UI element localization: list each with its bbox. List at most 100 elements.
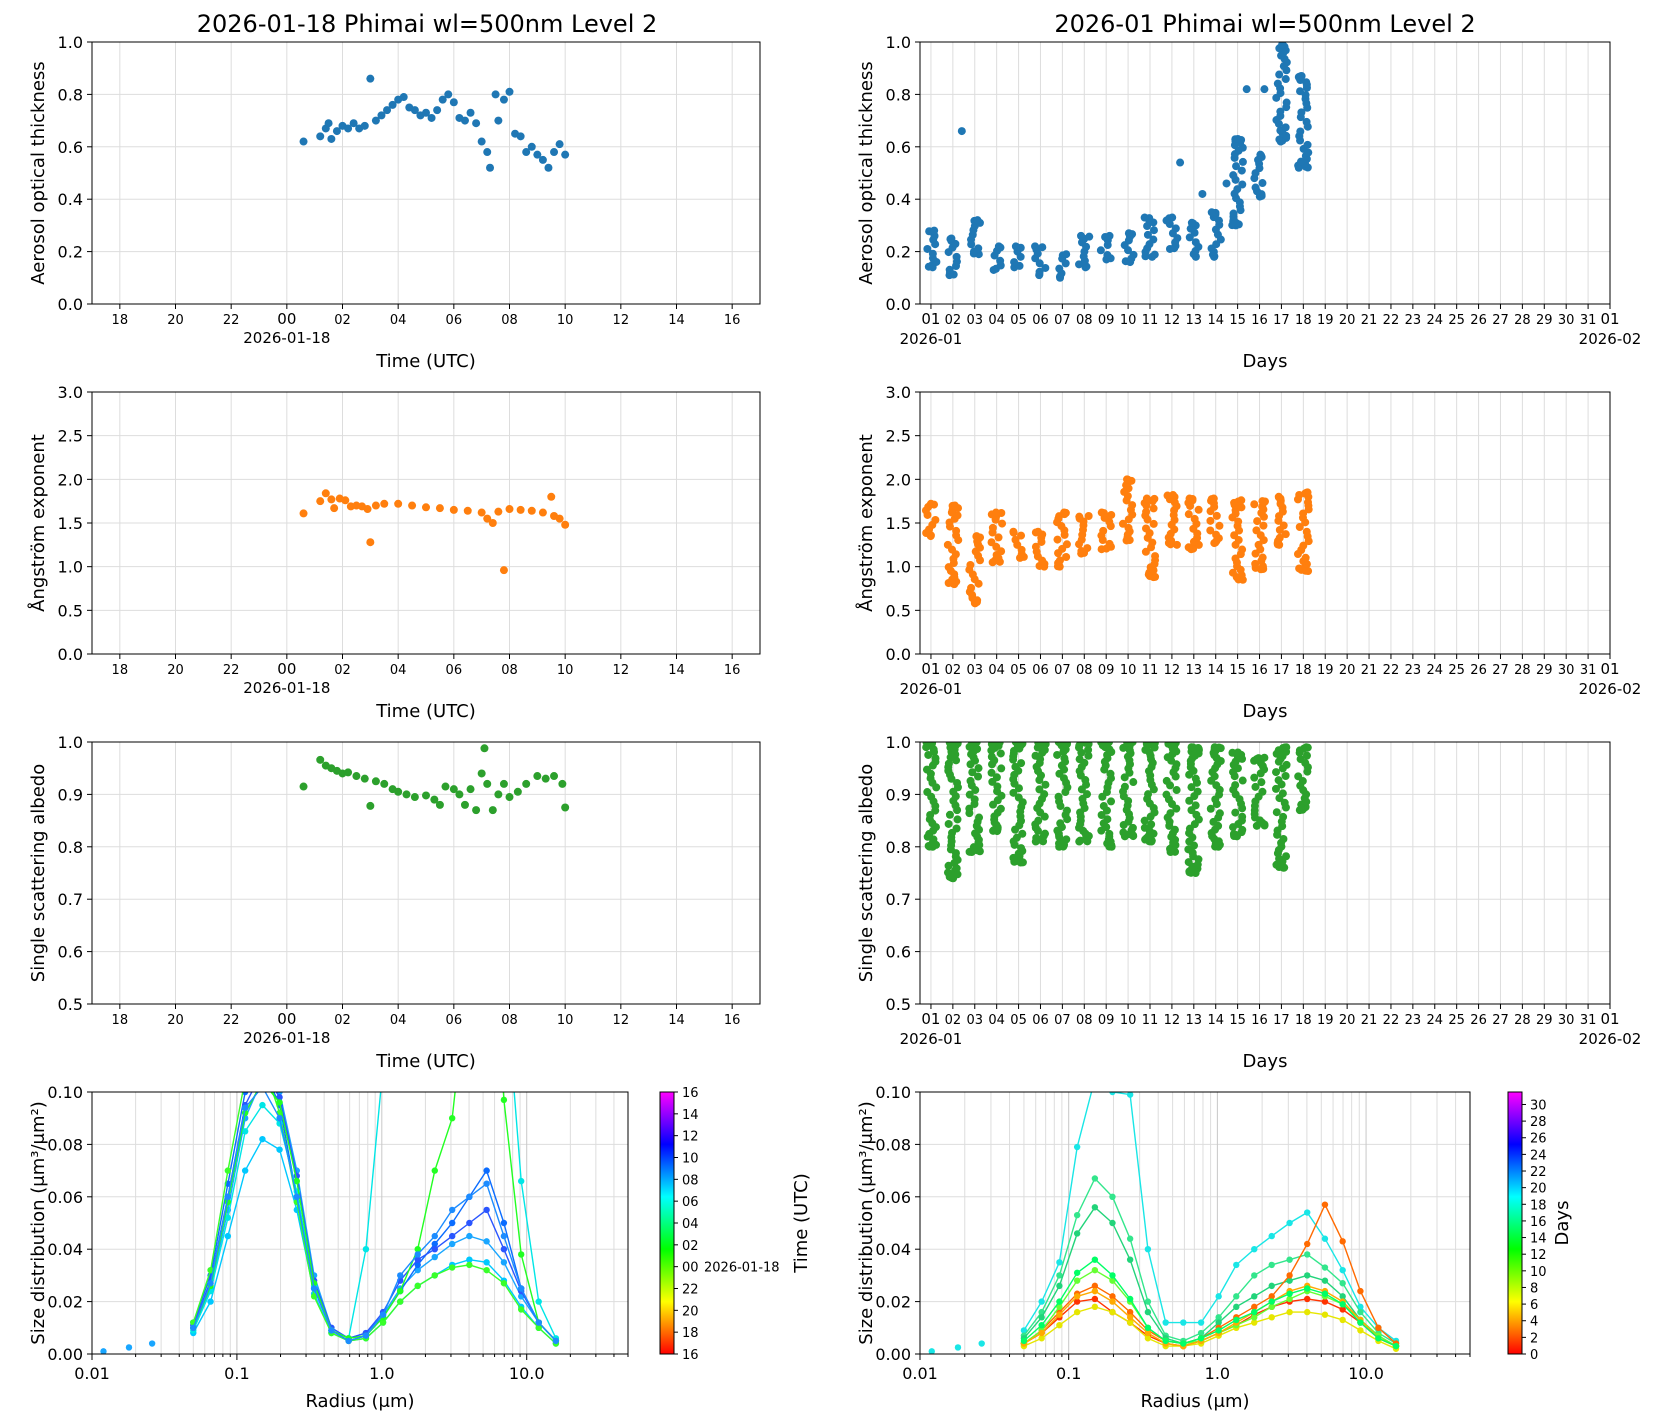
data-point [1281,75,1290,84]
data-point [1169,742,1178,746]
series-point [241,1092,249,1096]
data-point [1168,213,1177,222]
series-point [1038,1321,1045,1329]
data-point [1099,526,1108,535]
data-point [352,772,361,781]
data-point [494,507,503,516]
data-point [1107,510,1116,519]
data-point [1124,523,1133,532]
series-point [259,1135,266,1143]
data-point [1184,543,1193,552]
series-point [1144,1335,1152,1342]
data-point [1014,793,1023,802]
data-point [435,800,444,809]
series-point [1073,1143,1081,1151]
axes-frame [91,1091,629,1355]
series-line [1023,1258,1397,1347]
x-tick-label: 04 [988,1013,1005,1028]
data-point [922,765,931,774]
y-tick-label: 0.2 [58,243,83,262]
series-point [1126,1314,1134,1321]
data-point [1149,504,1158,513]
colorbar-label: Time (UTC) [791,1173,812,1274]
data-point [1274,776,1283,785]
series-point [1091,1204,1099,1211]
colorbar-tick-label: 18 [682,1326,699,1341]
x-tick-label: 29 [1536,1013,1553,1028]
series-point [1126,1256,1134,1263]
data-point [1142,494,1151,503]
colorbar-tick-label: 16 [1530,1215,1547,1230]
data-point [463,506,472,515]
series-point [1197,1335,1205,1342]
data-point [1233,748,1242,757]
x-tick-label: 04 [390,663,407,678]
colorbar-tick-label: 22 [1530,1165,1547,1180]
series-point [1268,1261,1275,1269]
series-point [1144,1246,1152,1253]
x-date-label: 2026-01 [900,1030,963,1048]
plot-area [299,74,570,172]
data-point [360,121,369,130]
data-point [1106,769,1115,778]
x-tick-label: 17 [1273,1013,1290,1028]
data-point [1279,834,1288,843]
y-tick-label: 0.10 [47,1083,83,1102]
series-point [483,827,489,833]
plot-area [299,744,570,815]
data-point [438,95,447,104]
data-point [1185,796,1194,805]
data-point [533,772,542,781]
x-tick-label: 24 [1426,313,1443,328]
series-point [1162,1337,1169,1345]
y-tick-label: 0.10 [875,1083,911,1102]
data-point [1302,743,1311,752]
data-point [1302,117,1311,126]
data-point [1140,823,1149,832]
series-point [259,1101,266,1109]
x-tick-label: 18 [1295,663,1312,678]
series-point [1197,1319,1205,1326]
data-point [402,790,411,799]
data-point [480,744,489,753]
data-point [1063,742,1072,748]
y-tick-label: 0.02 [875,1293,911,1312]
series-point [978,1340,985,1347]
series-point [552,1337,560,1345]
data-point [1210,743,1219,752]
data-point [952,824,961,833]
data-point [1258,787,1267,796]
data-point [1238,825,1247,834]
data-point [1097,508,1106,517]
data-point [950,501,959,510]
x-tick-label: 04 [390,313,407,328]
data-point [1212,511,1221,520]
y-tick-label: 1.0 [58,733,83,752]
x-tick-label: 30 [1558,313,1575,328]
x-tick-label: 10 [557,313,574,328]
series-point [293,1193,300,1201]
data-point [997,764,1006,773]
series-point [500,1246,508,1253]
data-point [366,74,375,83]
data-point [975,813,984,822]
series-point [1020,1337,1028,1345]
data-point [380,779,389,788]
data-point [1272,808,1281,817]
data-point [1295,564,1304,573]
series-point [500,1219,508,1227]
data-point [1184,845,1193,854]
data-point [344,768,353,777]
y-tick-label: 2.5 [58,427,83,446]
data-point [533,150,542,159]
series-point [1339,1306,1346,1313]
data-point [1031,242,1040,251]
data-point [928,249,937,258]
data-point [558,779,567,788]
data-point [1144,790,1153,799]
data-point [522,148,531,157]
x-date-label: 2026-01-18 [243,679,330,697]
series-point [1304,1240,1311,1248]
data-point [1009,788,1018,797]
series-point [1056,1272,1063,1279]
